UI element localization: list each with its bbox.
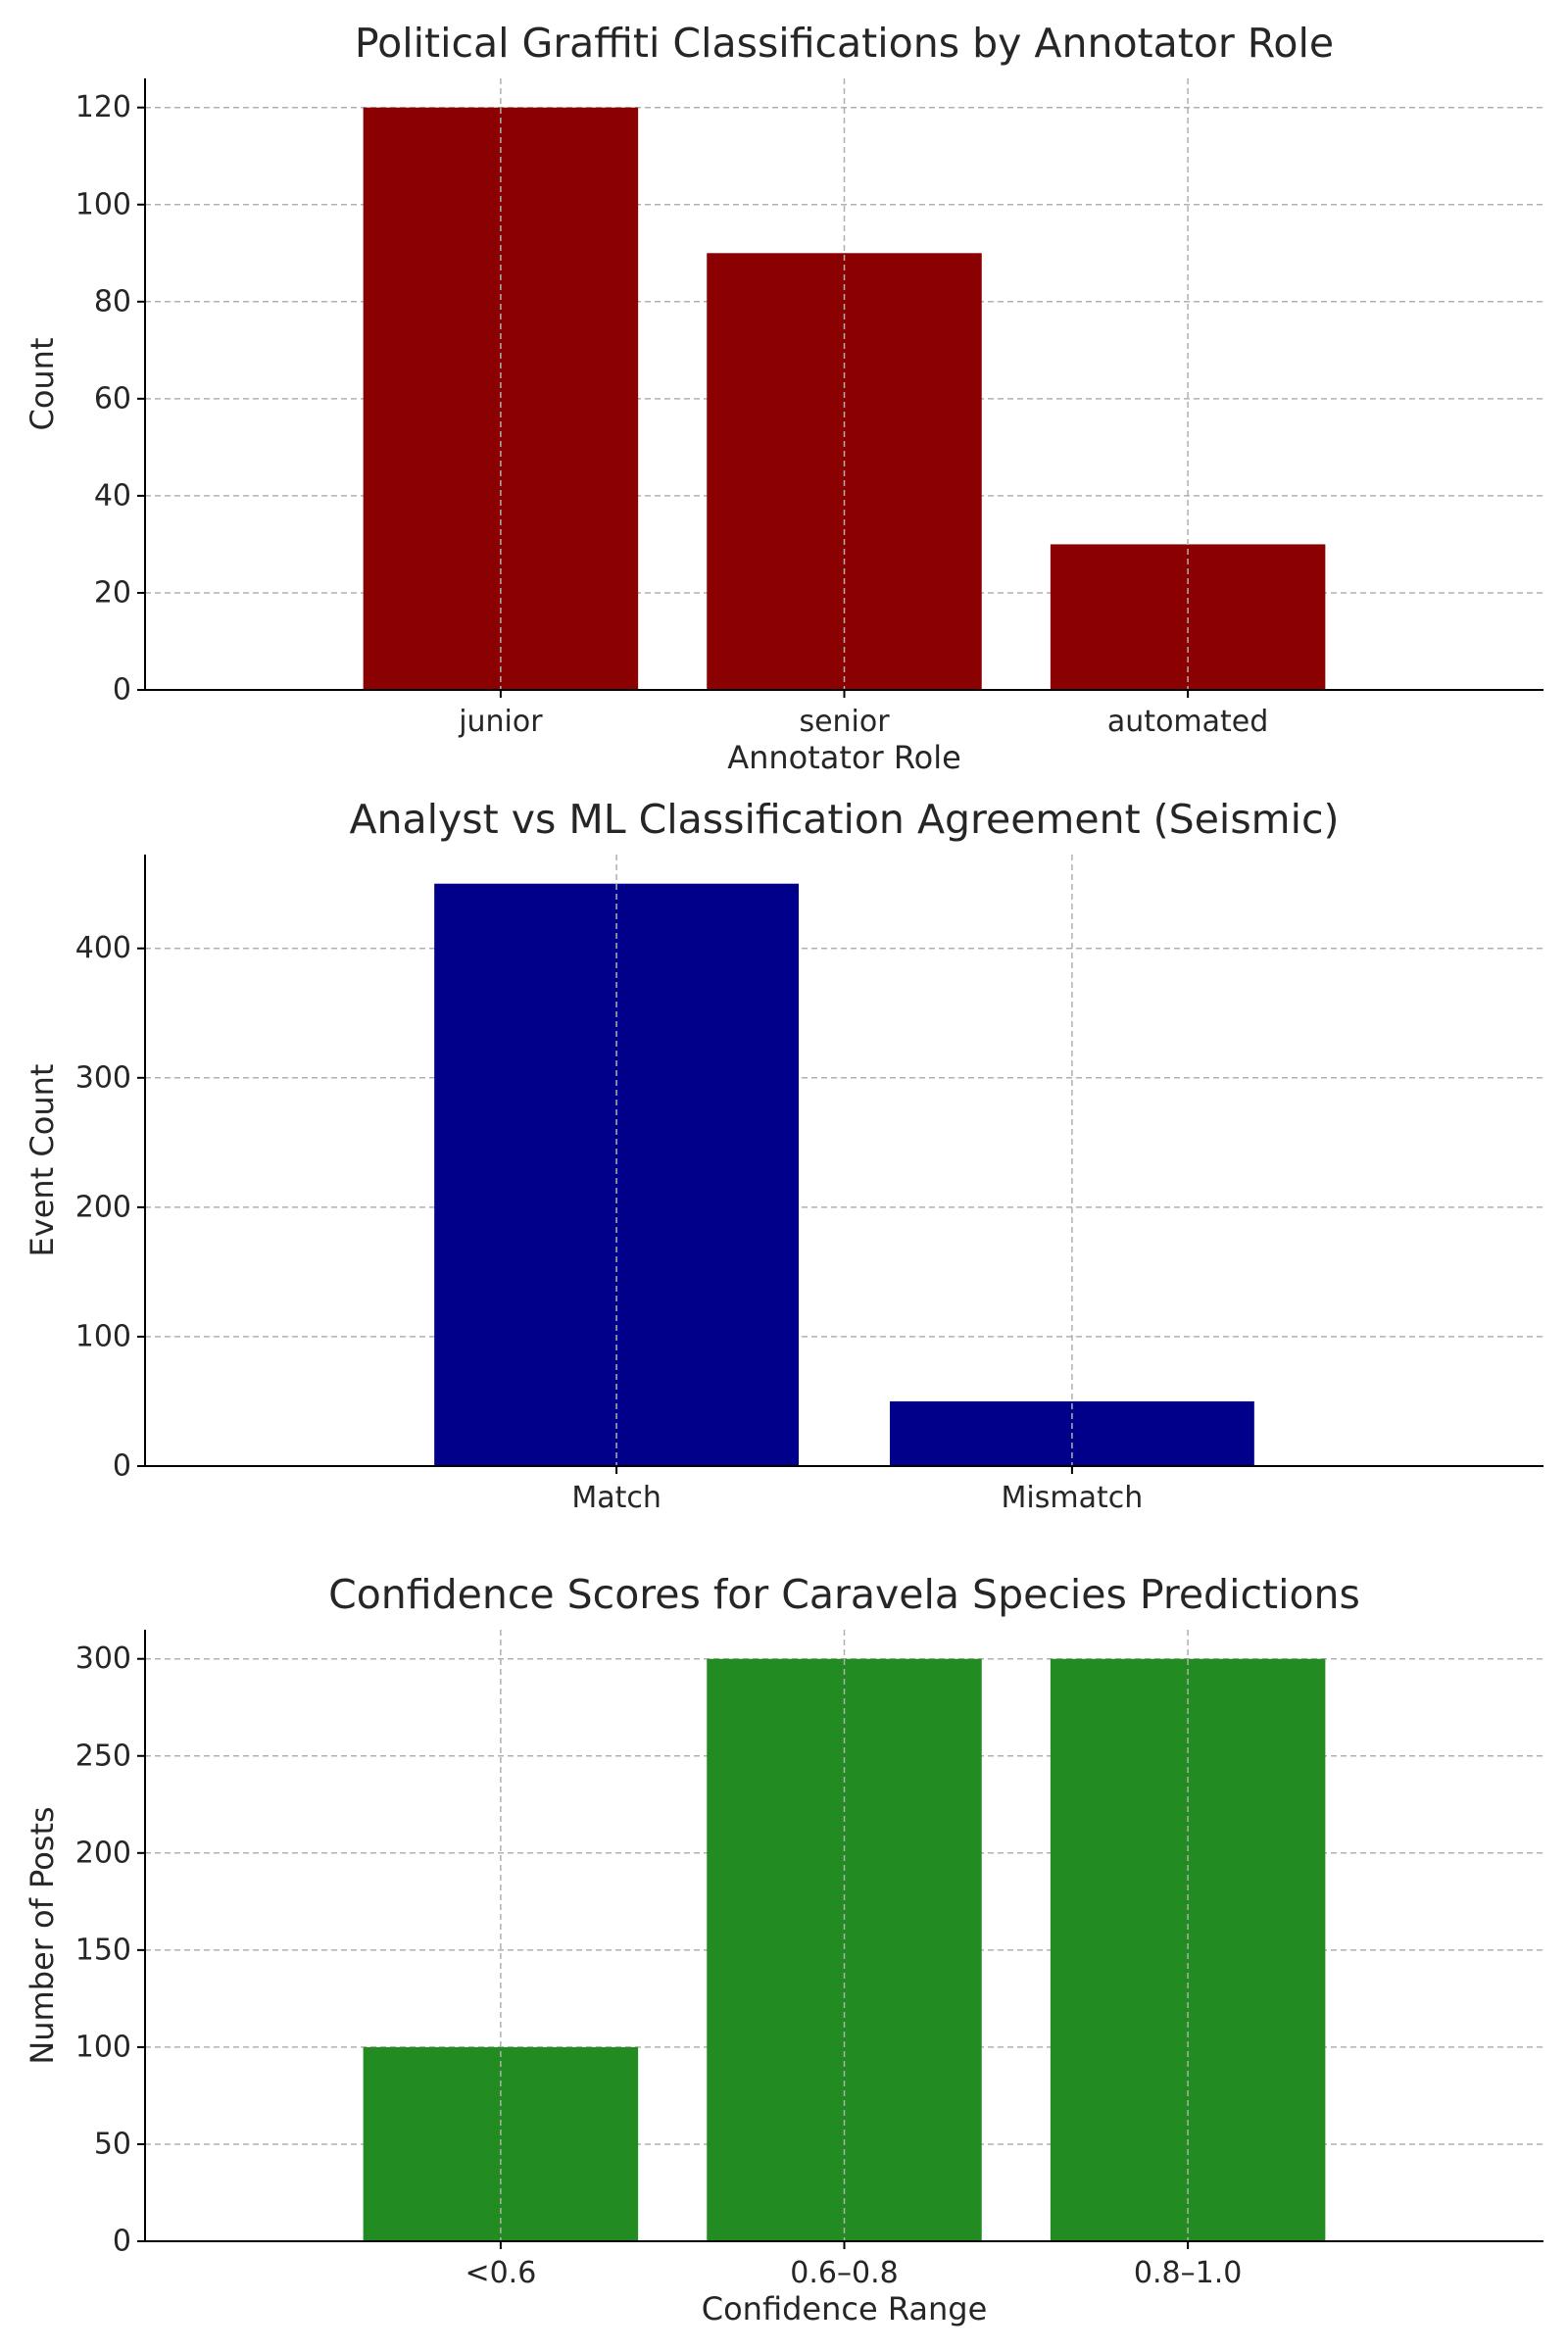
y-tick-label: 200	[75, 1190, 131, 1224]
y-tick-label: 300	[75, 1642, 131, 1676]
y-tick-label: 100	[75, 1319, 131, 1353]
y-tick-label: 100	[75, 2030, 131, 2064]
y-tick-label: 60	[94, 381, 131, 416]
y-tick-label: 100	[75, 187, 131, 221]
y-tick-label: 40	[94, 478, 131, 513]
y-axis-label: Event Count	[24, 1064, 61, 1257]
y-tick-label: 200	[75, 1836, 131, 1870]
y-tick-label: 250	[75, 1739, 131, 1773]
chart-2: Analyst vs ML Classification Agreement (…	[24, 796, 1544, 1515]
chart-title: Confidence Scores for Caravela Species P…	[328, 1571, 1360, 1618]
x-axis-label: Annotator Role	[727, 739, 961, 776]
y-tick-label: 0	[113, 1449, 131, 1484]
x-tick-label: automated	[1107, 705, 1268, 739]
y-tick-label: 50	[94, 2127, 131, 2161]
y-tick-label: 0	[113, 673, 131, 708]
x-tick-label: <0.6	[465, 2256, 536, 2290]
x-tick-label: Match	[571, 1481, 662, 1515]
y-tick-label: 400	[75, 931, 131, 965]
y-tick-label: 300	[75, 1060, 131, 1095]
x-tick-label: 0.8–1.0	[1134, 2256, 1242, 2290]
chart-3: Confidence Scores for Caravela Species P…	[24, 1571, 1544, 2328]
x-axis-label: Confidence Range	[702, 2290, 988, 2328]
y-tick-label: 120	[75, 90, 131, 124]
x-tick-label: junior	[458, 705, 543, 739]
y-axis-label: Count	[24, 337, 61, 430]
x-tick-label: senior	[799, 705, 890, 739]
y-tick-label: 20	[94, 575, 131, 610]
y-tick-label: 150	[75, 1933, 131, 1967]
y-tick-label: 80	[94, 284, 131, 318]
chart-title: Analyst vs ML Classification Agreement (…	[349, 796, 1339, 843]
y-axis-label: Number of Posts	[24, 1806, 61, 2064]
y-tick-label: 0	[113, 2225, 131, 2259]
chart-title: Political Graffiti Classifications by An…	[355, 20, 1334, 67]
chart-1: Political Graffiti Classifications by An…	[24, 20, 1544, 776]
x-tick-label: 0.6–0.8	[790, 2256, 898, 2290]
x-tick-label: Mismatch	[1002, 1481, 1144, 1515]
